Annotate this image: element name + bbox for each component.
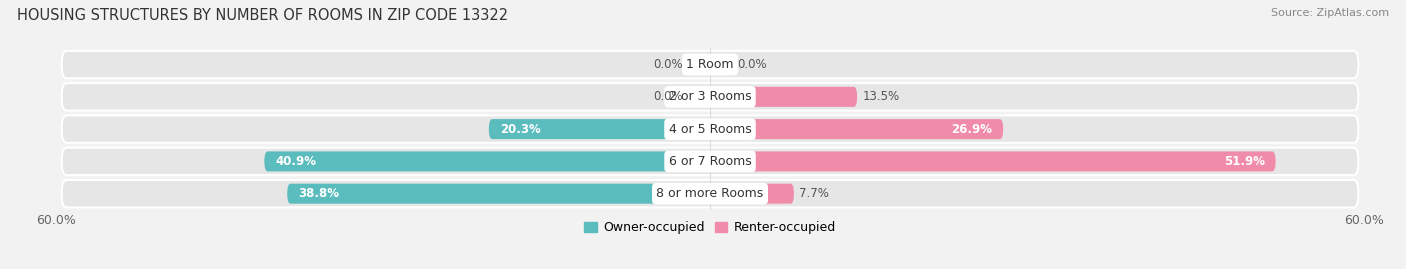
FancyBboxPatch shape bbox=[62, 180, 1358, 207]
Text: 26.9%: 26.9% bbox=[952, 123, 993, 136]
Text: Source: ZipAtlas.com: Source: ZipAtlas.com bbox=[1271, 8, 1389, 18]
FancyBboxPatch shape bbox=[710, 87, 858, 107]
Text: 2 or 3 Rooms: 2 or 3 Rooms bbox=[669, 90, 751, 103]
Text: 38.8%: 38.8% bbox=[298, 187, 339, 200]
Text: 8 or more Rooms: 8 or more Rooms bbox=[657, 187, 763, 200]
FancyBboxPatch shape bbox=[689, 55, 710, 75]
FancyBboxPatch shape bbox=[710, 151, 1275, 171]
FancyBboxPatch shape bbox=[62, 115, 1358, 143]
FancyBboxPatch shape bbox=[710, 184, 794, 204]
Text: HOUSING STRUCTURES BY NUMBER OF ROOMS IN ZIP CODE 13322: HOUSING STRUCTURES BY NUMBER OF ROOMS IN… bbox=[17, 8, 508, 23]
FancyBboxPatch shape bbox=[62, 83, 1358, 111]
Text: 51.9%: 51.9% bbox=[1223, 155, 1264, 168]
Text: 20.3%: 20.3% bbox=[499, 123, 540, 136]
Text: 0.0%: 0.0% bbox=[737, 58, 766, 71]
FancyBboxPatch shape bbox=[62, 148, 1358, 175]
Text: 1 Room: 1 Room bbox=[686, 58, 734, 71]
FancyBboxPatch shape bbox=[710, 119, 1002, 139]
Legend: Owner-occupied, Renter-occupied: Owner-occupied, Renter-occupied bbox=[579, 216, 841, 239]
FancyBboxPatch shape bbox=[489, 119, 710, 139]
FancyBboxPatch shape bbox=[689, 87, 710, 107]
Text: 13.5%: 13.5% bbox=[862, 90, 900, 103]
FancyBboxPatch shape bbox=[264, 151, 710, 171]
Text: 0.0%: 0.0% bbox=[654, 58, 683, 71]
FancyBboxPatch shape bbox=[710, 55, 731, 75]
Text: 40.9%: 40.9% bbox=[276, 155, 316, 168]
Text: 0.0%: 0.0% bbox=[654, 90, 683, 103]
Text: 4 or 5 Rooms: 4 or 5 Rooms bbox=[669, 123, 751, 136]
FancyBboxPatch shape bbox=[62, 51, 1358, 78]
Text: 7.7%: 7.7% bbox=[800, 187, 830, 200]
Text: 6 or 7 Rooms: 6 or 7 Rooms bbox=[669, 155, 751, 168]
FancyBboxPatch shape bbox=[287, 184, 710, 204]
